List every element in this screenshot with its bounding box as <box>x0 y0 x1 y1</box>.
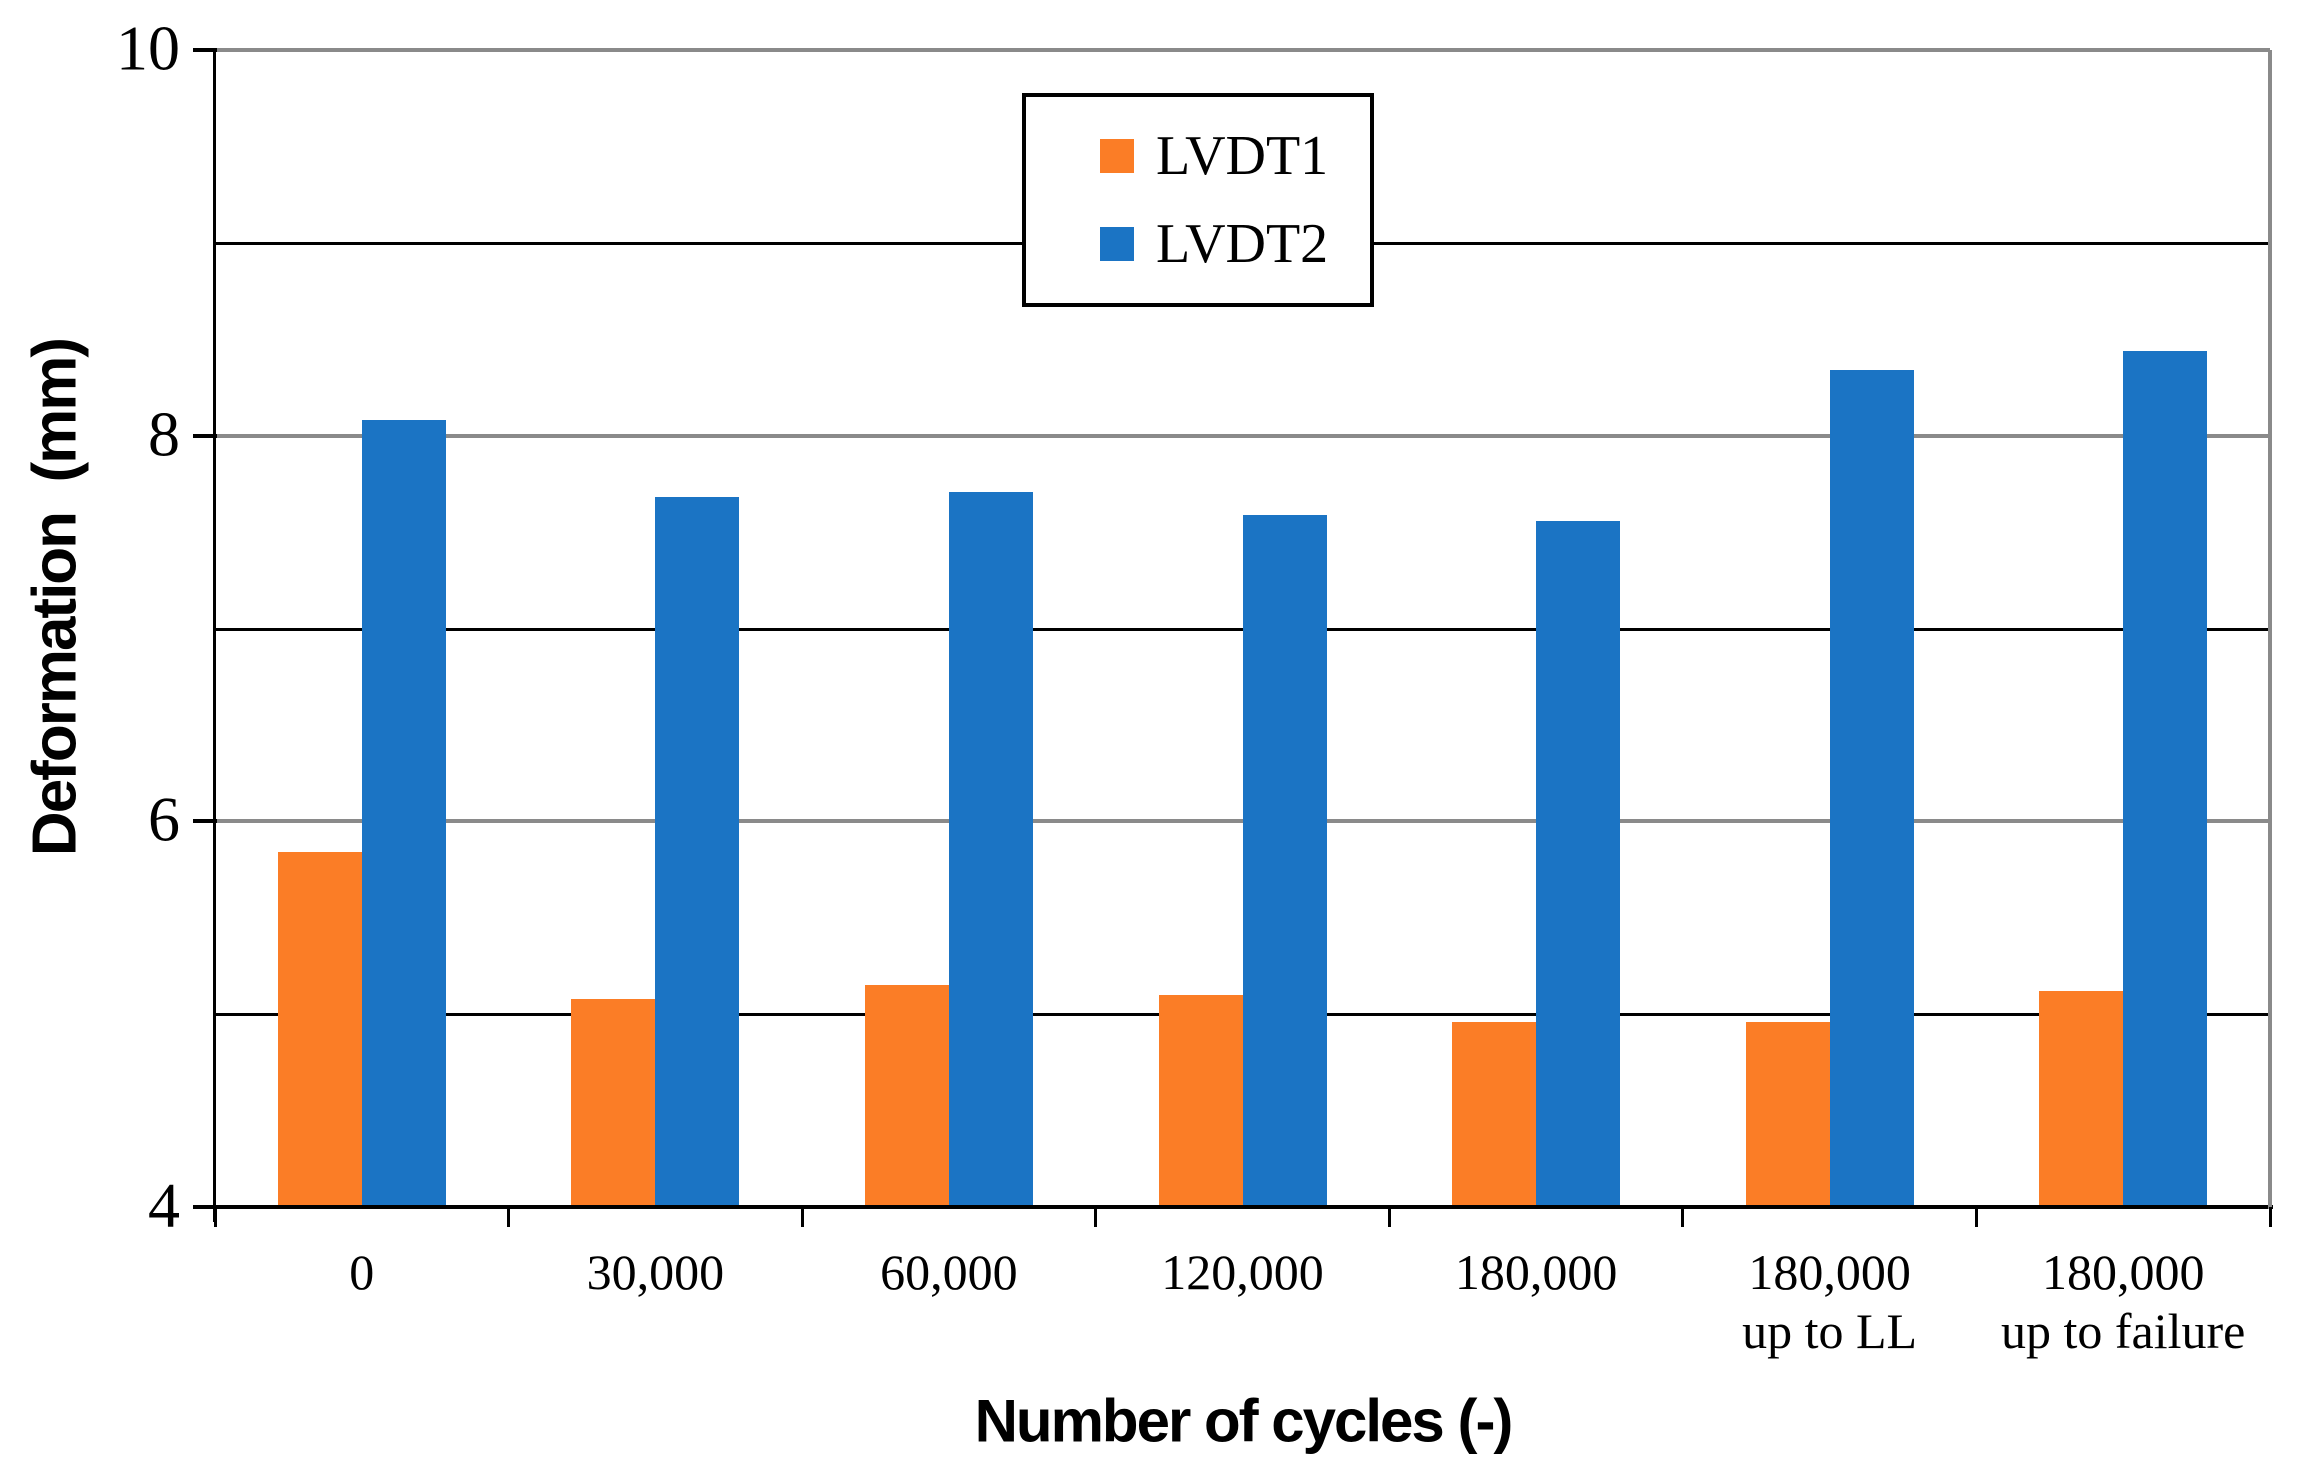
bar-lvdt1-3 <box>1158 994 1243 1207</box>
bar-lvdt2-2 <box>948 491 1033 1207</box>
y-axis-line <box>213 50 216 1222</box>
x-tick-6 <box>1974 1207 1978 1227</box>
bar-lvdt2-0 <box>361 420 446 1207</box>
bar-lvdt2-4 <box>1536 520 1621 1207</box>
y-tick-10 <box>193 48 217 52</box>
x-category-label-2: 60,000 <box>880 1244 1018 1300</box>
legend-label-lvdt1: LVDT1 <box>1156 125 1329 188</box>
bar-lvdt2-5 <box>1829 370 1914 1207</box>
x-category-label-0: 0 <box>349 1244 375 1300</box>
legend-swatch-lvdt2 <box>1100 226 1134 261</box>
bar-lvdt1-6 <box>2039 991 2124 1207</box>
x-tick-7 <box>2268 1207 2272 1227</box>
legend-item-lvdt2: LVDT2 <box>1100 216 1370 272</box>
plot-right-border <box>2268 50 2272 1209</box>
x-tick-5 <box>1681 1207 1685 1227</box>
legend: LVDT1 LVDT2 <box>1022 93 1374 307</box>
legend-swatch-lvdt1 <box>1100 139 1134 174</box>
bar-lvdt2-3 <box>1242 514 1327 1207</box>
x-category-label-5: 180,000 up to LL <box>1742 1244 1918 1359</box>
y-tick-label-10: 10 <box>116 12 180 84</box>
y-tick-label-6: 6 <box>148 784 180 856</box>
gridline-8 <box>215 433 2270 438</box>
bar-lvdt1-4 <box>1452 1021 1537 1207</box>
y-tick-8 <box>193 433 217 438</box>
bar-lvdt1-2 <box>864 985 949 1207</box>
x-axis-title: Number of cycles (-) <box>974 1387 1514 1455</box>
x-tick-3 <box>1094 1207 1098 1227</box>
gridline-10 <box>215 48 2270 52</box>
legend-item-lvdt1: LVDT1 <box>1100 128 1370 184</box>
x-tick-4 <box>1387 1207 1391 1227</box>
x-tick-0 <box>213 1207 217 1227</box>
x-category-label-6: 180,000 up to failure <box>2001 1244 2246 1359</box>
bar-lvdt2-6 <box>2123 350 2208 1207</box>
x-category-label-3: 120,000 <box>1161 1244 1324 1300</box>
bar-lvdt1-5 <box>1745 1021 1830 1207</box>
y-tick-label-4: 4 <box>148 1169 180 1241</box>
x-category-label-4: 180,000 <box>1454 1244 1618 1300</box>
y-tick-label-8: 8 <box>148 398 180 470</box>
legend-label-lvdt2: LVDT2 <box>1156 212 1329 275</box>
x-tick-1 <box>507 1207 511 1227</box>
bar-lvdt1-0 <box>277 852 362 1207</box>
x-tick-2 <box>800 1207 804 1227</box>
y-axis-title: Deformation (mm) <box>20 338 90 857</box>
bar-lvdt1-1 <box>571 998 656 1207</box>
y-tick-6 <box>193 819 217 824</box>
bar-lvdt2-1 <box>655 497 740 1207</box>
plot-area: LVDT1 LVDT2 <box>215 48 2270 1207</box>
x-category-label-1: 30,000 <box>586 1244 725 1300</box>
x-axis-line <box>193 1205 2273 1209</box>
y-tick-4 <box>193 1205 217 1209</box>
